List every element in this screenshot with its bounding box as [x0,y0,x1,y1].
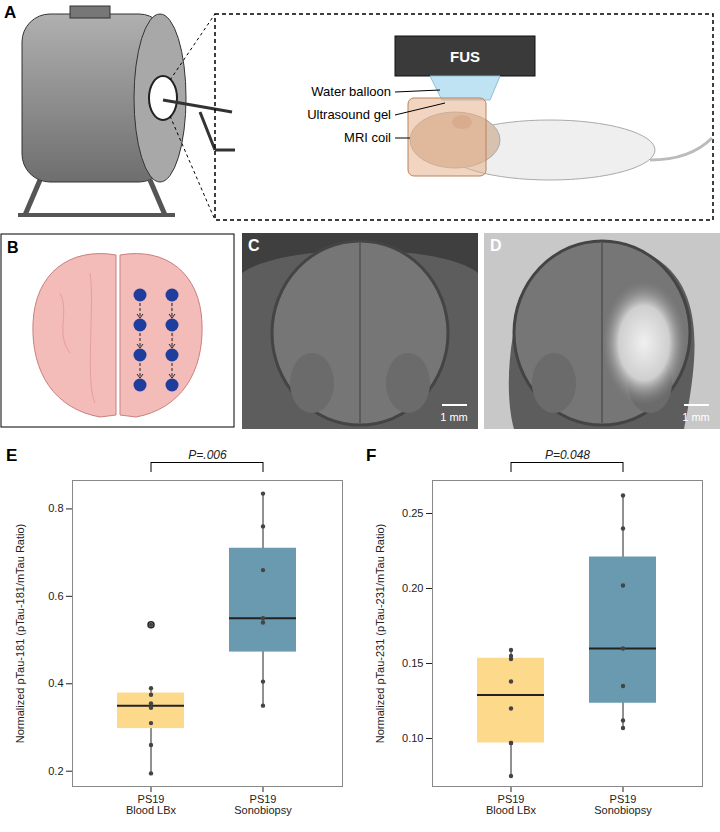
svg-text:PS19Sonobiopsy: PS19Sonobiopsy [594,793,652,816]
svg-text:FUS: FUS [450,48,480,65]
svg-text:D: D [490,237,502,254]
svg-text:0.20: 0.20 [402,582,423,594]
html-text:E: E [6,446,18,465]
svg-text:0.10: 0.10 [402,732,423,744]
svg-text:MRI coil: MRI coil [344,130,391,145]
svg-text:A: A [4,3,16,22]
svg-text:0.6: 0.6 [48,590,63,602]
svg-text:B: B [7,239,19,256]
svg-text:C: C [248,237,260,254]
svg-text:0.8: 0.8 [48,502,63,514]
svg-text:PS19Blood LBx: PS19Blood LBx [126,793,177,816]
svg-text:Water balloon: Water balloon [311,84,391,99]
svg-text:0.15: 0.15 [402,657,423,669]
svg-text:0.25: 0.25 [402,507,423,519]
svg-text:P=0.048: P=0.048 [545,448,590,462]
svg-text:Ultrasound gel: Ultrasound gel [307,107,391,122]
html-text:F: F [366,446,377,465]
svg-text:PS19Blood LBx: PS19Blood LBx [486,793,537,816]
svg-text:Normalized pTau-231 (pTau-231/: Normalized pTau-231 (pTau-231/mTau Ratio… [374,524,386,744]
svg-text:PS19Sonobiopsy: PS19Sonobiopsy [234,793,292,816]
svg-text:P=.006: P=.006 [188,448,227,462]
svg-text:1 mm: 1 mm [682,411,710,423]
svg-text:0.4: 0.4 [48,677,63,689]
svg-text:Normalized pTau-181 (pTau-181/: Normalized pTau-181 (pTau-181/mTau Ratio… [14,524,26,744]
svg-text:1 mm: 1 mm [440,411,468,423]
svg-text:0.2: 0.2 [48,765,63,777]
